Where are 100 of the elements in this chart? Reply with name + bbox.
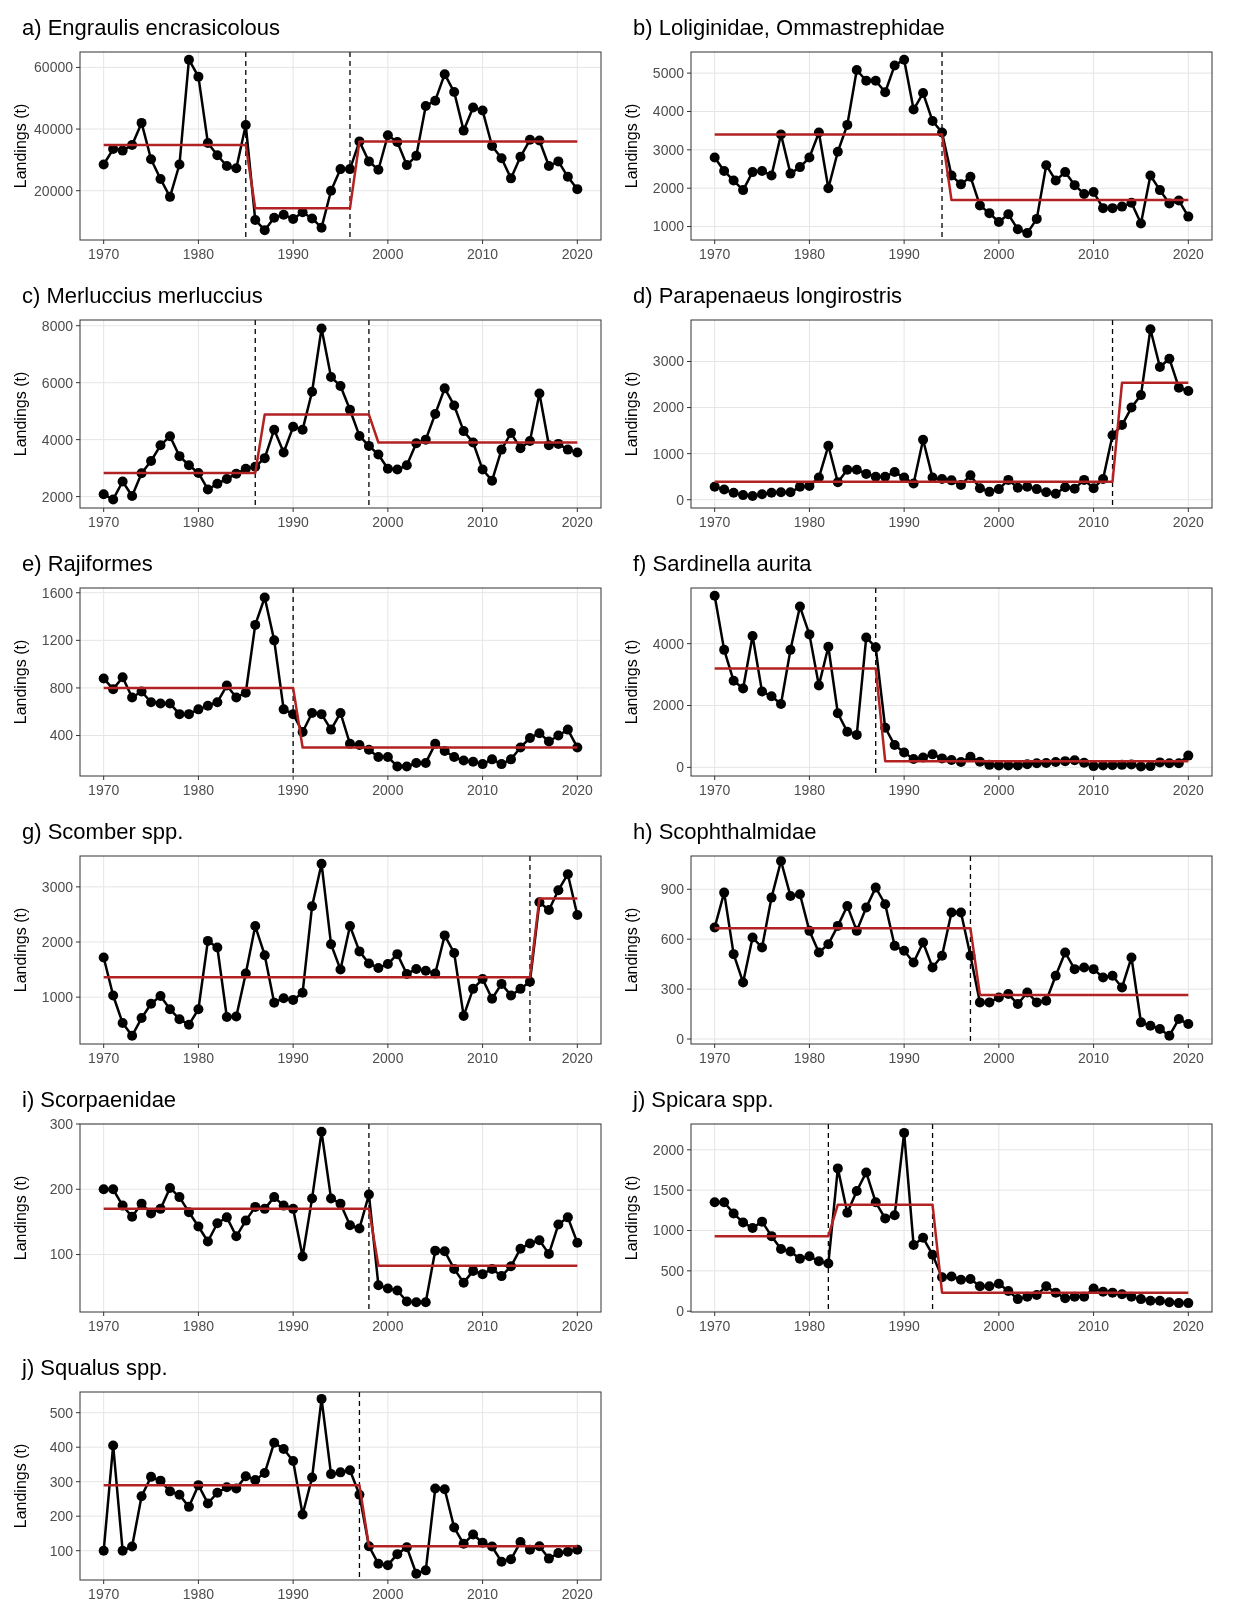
x-tick-label: 1990 — [277, 1586, 309, 1602]
x-tick-label: 2000 — [372, 1050, 404, 1066]
point — [1060, 1293, 1071, 1304]
point — [861, 468, 872, 479]
x-tick-label: 2010 — [1078, 246, 1110, 262]
point — [288, 1455, 299, 1466]
y-tick-label: 1200 — [41, 632, 74, 649]
point — [117, 476, 128, 487]
point — [543, 1248, 554, 1259]
point — [757, 165, 768, 176]
point — [974, 483, 985, 494]
point — [1135, 218, 1146, 229]
point — [487, 993, 498, 1004]
point — [164, 698, 175, 709]
point — [794, 1253, 805, 1264]
point — [562, 444, 573, 455]
x-tick-label: 2010 — [467, 514, 499, 530]
x-tick-label: 1970 — [699, 782, 731, 798]
point — [373, 1280, 384, 1291]
point — [496, 444, 507, 455]
point — [335, 707, 346, 718]
point — [316, 222, 327, 233]
point — [889, 60, 900, 71]
point — [1069, 483, 1080, 494]
point — [738, 1217, 749, 1228]
point — [823, 939, 834, 950]
point — [183, 1501, 194, 1512]
point — [430, 95, 441, 106]
point — [487, 475, 498, 486]
y-tick-label: 0 — [676, 1303, 685, 1320]
point — [458, 1010, 469, 1021]
point — [823, 1258, 834, 1269]
point — [562, 171, 573, 182]
y-tick-label: 2000 — [652, 1141, 685, 1158]
point — [316, 1126, 327, 1137]
point — [804, 152, 815, 163]
x-tick-label: 1970 — [88, 1050, 120, 1066]
point — [411, 757, 422, 768]
point — [993, 1278, 1004, 1289]
point — [98, 1545, 109, 1556]
point — [127, 1030, 138, 1041]
x-tick-label: 2010 — [467, 782, 499, 798]
point — [127, 1211, 138, 1222]
point — [411, 964, 422, 975]
x-tick-label: 1970 — [88, 1586, 120, 1602]
point — [174, 451, 185, 462]
point — [937, 950, 948, 961]
point — [861, 75, 872, 86]
point — [842, 726, 853, 737]
point — [136, 1013, 147, 1024]
point — [1041, 1281, 1052, 1292]
point — [984, 486, 995, 497]
point — [728, 487, 739, 498]
point — [98, 159, 109, 170]
point — [738, 490, 749, 501]
x-tick-label: 1980 — [182, 246, 215, 262]
point — [354, 430, 365, 441]
point — [918, 1232, 929, 1243]
x-tick-label: 2020 — [561, 782, 594, 798]
y-tick-label: 8000 — [41, 317, 74, 334]
y-axis-title: Landings (t) — [623, 371, 640, 457]
y-tick-label: 400 — [49, 727, 74, 744]
point — [553, 156, 564, 167]
y-tick-label: 0 — [676, 491, 685, 508]
x-tick-label: 1980 — [793, 782, 826, 798]
x-tick-label: 1990 — [888, 514, 920, 530]
x-tick-label: 2000 — [372, 514, 404, 530]
point — [278, 704, 289, 715]
y-tick-label: 3000 — [41, 878, 74, 895]
point — [1031, 997, 1042, 1008]
point — [354, 946, 365, 957]
point — [468, 102, 479, 113]
point — [572, 1237, 583, 1248]
point — [1079, 962, 1090, 973]
point — [728, 949, 739, 960]
point — [813, 947, 824, 958]
point — [288, 994, 299, 1005]
point — [1060, 167, 1071, 178]
point — [259, 225, 270, 236]
x-tick-label: 2000 — [372, 1318, 404, 1334]
point — [496, 153, 507, 164]
x-tick-label: 1990 — [277, 1318, 309, 1334]
point — [1183, 211, 1194, 222]
point — [240, 1471, 251, 1482]
point — [719, 165, 730, 176]
point — [1117, 201, 1128, 212]
y-tick-label: 200 — [49, 1508, 74, 1525]
point — [553, 1219, 564, 1230]
point — [164, 1486, 175, 1497]
point — [880, 899, 891, 910]
point — [496, 759, 507, 770]
point — [984, 997, 995, 1008]
y-tick-label: 2000 — [41, 933, 74, 950]
point — [738, 683, 749, 694]
point — [1088, 964, 1099, 975]
point — [288, 214, 299, 225]
point — [543, 736, 554, 747]
y-tick-label: 3000 — [652, 141, 685, 158]
point — [515, 983, 526, 994]
y-tick-label: 5000 — [652, 65, 685, 81]
